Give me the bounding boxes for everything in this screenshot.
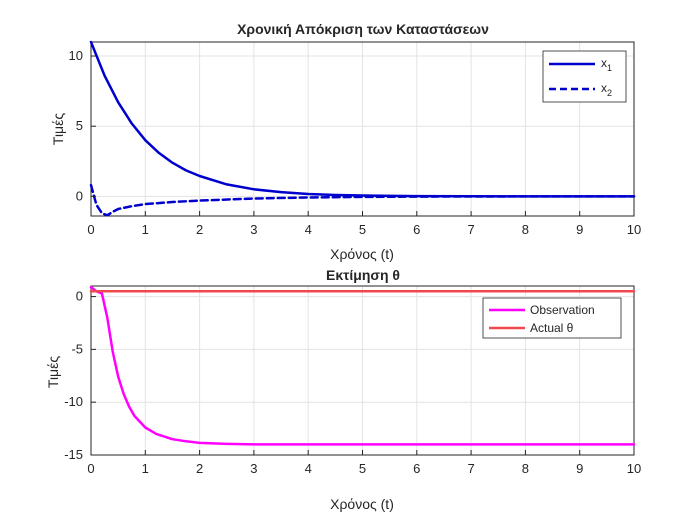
- xtick-label: 2: [196, 222, 203, 237]
- xtick-label: 1: [142, 461, 149, 476]
- xtick-label: 0: [87, 222, 94, 237]
- xtick-label: 10: [627, 222, 641, 237]
- subplot-1-xticks: 0 1 2 3 4 5 6 7 8 9 10: [87, 211, 641, 237]
- xtick-label: 7: [467, 222, 474, 237]
- ytick-label: -5: [71, 341, 83, 356]
- xtick-label: 8: [522, 461, 529, 476]
- subplot-1-xlabel: Χρόνος (t): [330, 246, 394, 262]
- xtick-label: 4: [305, 222, 312, 237]
- xtick-label: 0: [87, 461, 94, 476]
- subplot-1-series: [89, 40, 636, 217]
- subplot-2-series: [89, 285, 636, 446]
- subplot-2-yticks: -15 -10 -5 0: [64, 289, 96, 462]
- subplot-2-ylabel: Τιμές: [45, 356, 61, 388]
- legend-1-box: [542, 50, 627, 103]
- ytick-label: 5: [76, 118, 83, 133]
- legend-x1-label: x1: [601, 56, 612, 73]
- ytick-label: -10: [64, 394, 83, 409]
- xtick-label: 10: [627, 461, 641, 476]
- subplot-1-legend: x1 x2: [542, 50, 627, 103]
- xtick-label: 1: [142, 222, 149, 237]
- xtick-label: 5: [359, 461, 366, 476]
- ytick-label: 10: [69, 48, 83, 63]
- xtick-label: 3: [250, 222, 257, 237]
- subplot-2-legend: Observation Actual θ: [482, 297, 622, 339]
- subplot-states: Χρονική Απόκριση των Καταστάσεων 0 1 2 3 4 5 6…: [50, 21, 641, 262]
- legend-x2-label: x2: [601, 81, 612, 98]
- xtick-label: 3: [250, 461, 257, 476]
- ytick-label: -15: [64, 447, 83, 462]
- xtick-label: 5: [359, 222, 366, 237]
- xtick-label: 9: [576, 222, 583, 237]
- xtick-label: 7: [467, 461, 474, 476]
- legend-actual-theta-label: Actual θ: [530, 321, 574, 335]
- subplot-theta: Εκτίμηση θ 0 1 2 3 4 5 6 7 8 9 10 -15 -10 -5 0 Χρόνος…: [45, 267, 641, 512]
- subplot-2-xticks: 0 1 2 3 4 5 6 7 8 9 10: [87, 450, 641, 476]
- xtick-label: 2: [196, 461, 203, 476]
- series-line-0-1: [89, 183, 636, 217]
- series-line-0-0: [89, 40, 636, 198]
- subplot-1-yticks: 0 5 10: [69, 48, 96, 203]
- xtick-label: 6: [413, 222, 420, 237]
- subplot-1-title: Χρονική Απόκριση των Καταστάσεων: [237, 21, 489, 37]
- subplot-2-xlabel: Χρόνος (t): [330, 496, 394, 512]
- xtick-label: 6: [413, 461, 420, 476]
- xtick-label: 9: [576, 461, 583, 476]
- legend-observation-label: Observation: [530, 303, 595, 317]
- xtick-label: 8: [522, 222, 529, 237]
- legend-2-box: [482, 297, 622, 339]
- ytick-label: 0: [76, 188, 83, 203]
- ytick-label: 0: [76, 289, 83, 304]
- subplot-1-ylabel: Τιμές: [50, 113, 66, 145]
- series-line-1-0: [89, 285, 636, 446]
- subplot-2-title: Εκτίμηση θ: [326, 267, 400, 283]
- xtick-label: 4: [305, 461, 312, 476]
